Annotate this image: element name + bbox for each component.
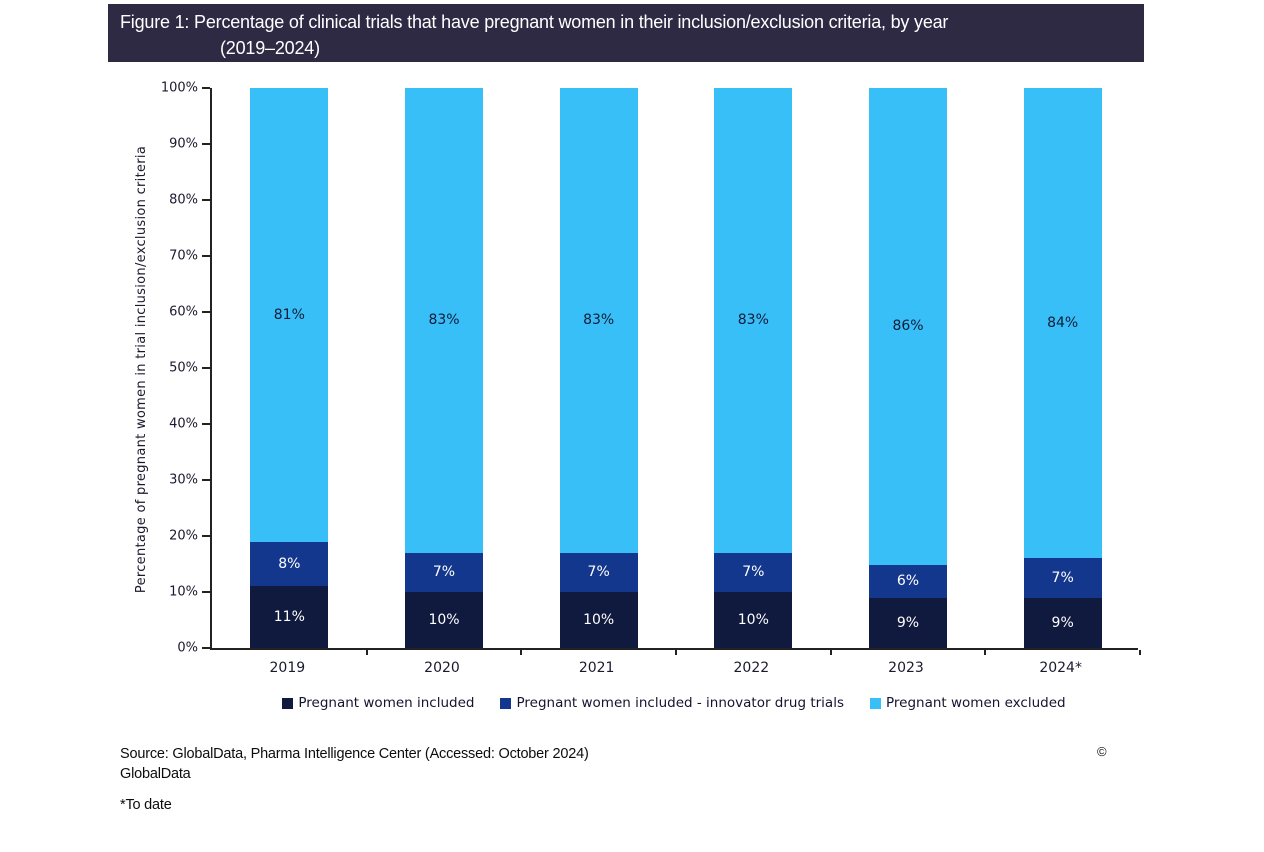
bar-value-label: 10%: [737, 612, 769, 628]
bar-value-label: 9%: [896, 615, 920, 632]
y-axis-tick: [202, 591, 210, 593]
bar-value-label: 9%: [1051, 614, 1074, 631]
bar-segment: 7%: [714, 552, 793, 592]
bar-value-label: 7%: [742, 564, 765, 581]
bar-value-label: 10%: [428, 612, 460, 628]
y-tick-label: 70%: [169, 248, 198, 264]
footnote: *To date: [120, 797, 172, 813]
source-text: Source: GlobalData, Pharma Intelligence …: [120, 746, 589, 762]
x-axis-tick: [675, 650, 677, 655]
y-axis-tick: [202, 199, 210, 201]
copyright-symbol: ©: [1097, 744, 1107, 759]
bar-segment: 83%: [714, 88, 793, 553]
x-category-label: 2020: [424, 660, 460, 676]
bar-value-label: 7%: [587, 564, 610, 581]
bar-segment: 7%: [559, 552, 638, 592]
figure-title-years: (2019–2024): [220, 38, 320, 58]
y-axis-tick: [202, 535, 210, 537]
legend-swatch-icon: [870, 697, 881, 709]
y-axis-tick: [202, 143, 210, 145]
bar-segment: 9%: [1023, 597, 1102, 648]
y-tick-label: 80%: [169, 192, 198, 208]
bar-segment: 10%: [559, 592, 638, 648]
y-tick-label: 40%: [169, 416, 198, 432]
legend-swatch-icon: [500, 697, 512, 709]
y-tick-label: 10%: [169, 584, 198, 600]
x-category-label: 2022: [733, 660, 770, 676]
bar-value-label: 10%: [583, 612, 615, 628]
bar-value-label: 83%: [737, 312, 769, 329]
source-text-2: GlobalData: [120, 766, 191, 782]
bar-value-label: 7%: [1051, 570, 1074, 587]
chart-legend: Pregnant women included Pregnant women in…: [210, 695, 1138, 711]
legend-swatch-icon: [282, 697, 294, 709]
y-tick-label: 90%: [169, 136, 198, 152]
y-tick-label: 20%: [169, 528, 198, 544]
bar-segment: 10%: [405, 592, 483, 648]
x-category-label: 2024*: [1039, 660, 1082, 676]
legend-item: Pregnant women excluded: [870, 695, 1066, 711]
stacked-bar-2019: 11% 8% 81%: [250, 88, 329, 648]
stacked-bar-2023: 9% 6% 86%: [869, 88, 947, 648]
bar-segment: 8%: [250, 541, 329, 587]
bar-segment: 7%: [1023, 558, 1102, 598]
stacked-bar-2022: 10% 7% 83%: [714, 88, 793, 648]
x-axis-tick: [1139, 650, 1141, 655]
bar-value-label: 83%: [428, 312, 460, 329]
bar-segment: 11%: [250, 586, 329, 648]
legend-label: Pregnant women included: [298, 695, 475, 711]
y-axis-tick: [202, 255, 210, 257]
bar-segment: 83%: [405, 88, 483, 553]
x-category-label: 2023: [888, 660, 924, 676]
x-axis-tick: [829, 650, 832, 655]
bar-segment: 83%: [559, 88, 638, 553]
bar-segment: 7%: [405, 552, 483, 592]
stacked-bar-2024*: 9% 7% 84%: [1023, 88, 1102, 648]
bar-segment: 86%: [869, 88, 947, 565]
bar-value-label: 6%: [896, 573, 920, 590]
stacked-bar-2021: 10% 7% 83%: [559, 88, 638, 648]
y-tick-label: 30%: [169, 472, 198, 488]
bar-segment: 9%: [869, 598, 947, 648]
y-axis-tick: [202, 87, 210, 89]
figure-title: Figure 1: Percentage of clinical trials …: [120, 12, 949, 32]
bar-value-label: 11%: [273, 609, 305, 626]
bar-value-label: 8%: [278, 556, 301, 572]
stacked-bar-2020: 10% 7% 83%: [405, 88, 483, 648]
x-axis-labels: 2019 2020 2021 2022 2023 2024*: [210, 660, 1138, 680]
legend-item: Pregnant women included: [282, 695, 474, 711]
bar-value-label: 7%: [432, 564, 456, 581]
legend-item: Pregnant women included - innovator drug…: [500, 695, 844, 711]
legend-label: Pregnant women excluded: [886, 695, 1066, 711]
y-axis-tick: [202, 479, 210, 481]
x-axis-tick: [520, 650, 523, 655]
y-tick-label: 100%: [160, 80, 198, 96]
plot-area: 0% 10% 20% 30% 40% 50% 60% 70% 80% 90% 100% 11% 8% 81…: [161, 81, 1141, 656]
x-axis-tick: [365, 650, 368, 655]
y-axis-tick: [202, 367, 210, 369]
chart-footer: Source: GlobalData, Pharma Intelligence …: [120, 744, 1150, 815]
bar-segment: 10%: [714, 592, 793, 648]
bar-value-label: 84%: [1047, 315, 1079, 332]
x-axis-tick: [984, 650, 987, 655]
bar-value-label: 81%: [273, 306, 305, 323]
figure-title-bar: Figure 1: Percentage of clinical trials …: [108, 4, 1144, 62]
y-tick-label: 50%: [169, 360, 198, 376]
y-tick-label: 60%: [169, 304, 198, 320]
y-axis-label-text: Percentage of pregnant women in trial in…: [134, 145, 150, 593]
bar-segment: 81%: [250, 88, 329, 542]
x-category-label: 2021: [578, 660, 615, 676]
bar-value-label: 86%: [892, 318, 924, 335]
y-axis-label: Percentage of pregnant women in trial in…: [132, 88, 152, 650]
legend-label: Pregnant women included - innovator drug…: [516, 695, 844, 711]
y-axis-tick: [202, 423, 210, 425]
y-axis-tick: [202, 647, 210, 649]
bar-segment: 6%: [869, 564, 947, 599]
x-category-label: 2019: [269, 660, 306, 676]
bar-value-label: 83%: [583, 312, 615, 329]
y-axis-tick: [202, 311, 210, 313]
y-tick-label: 0%: [177, 640, 198, 656]
bar-segment: 84%: [1023, 88, 1102, 559]
